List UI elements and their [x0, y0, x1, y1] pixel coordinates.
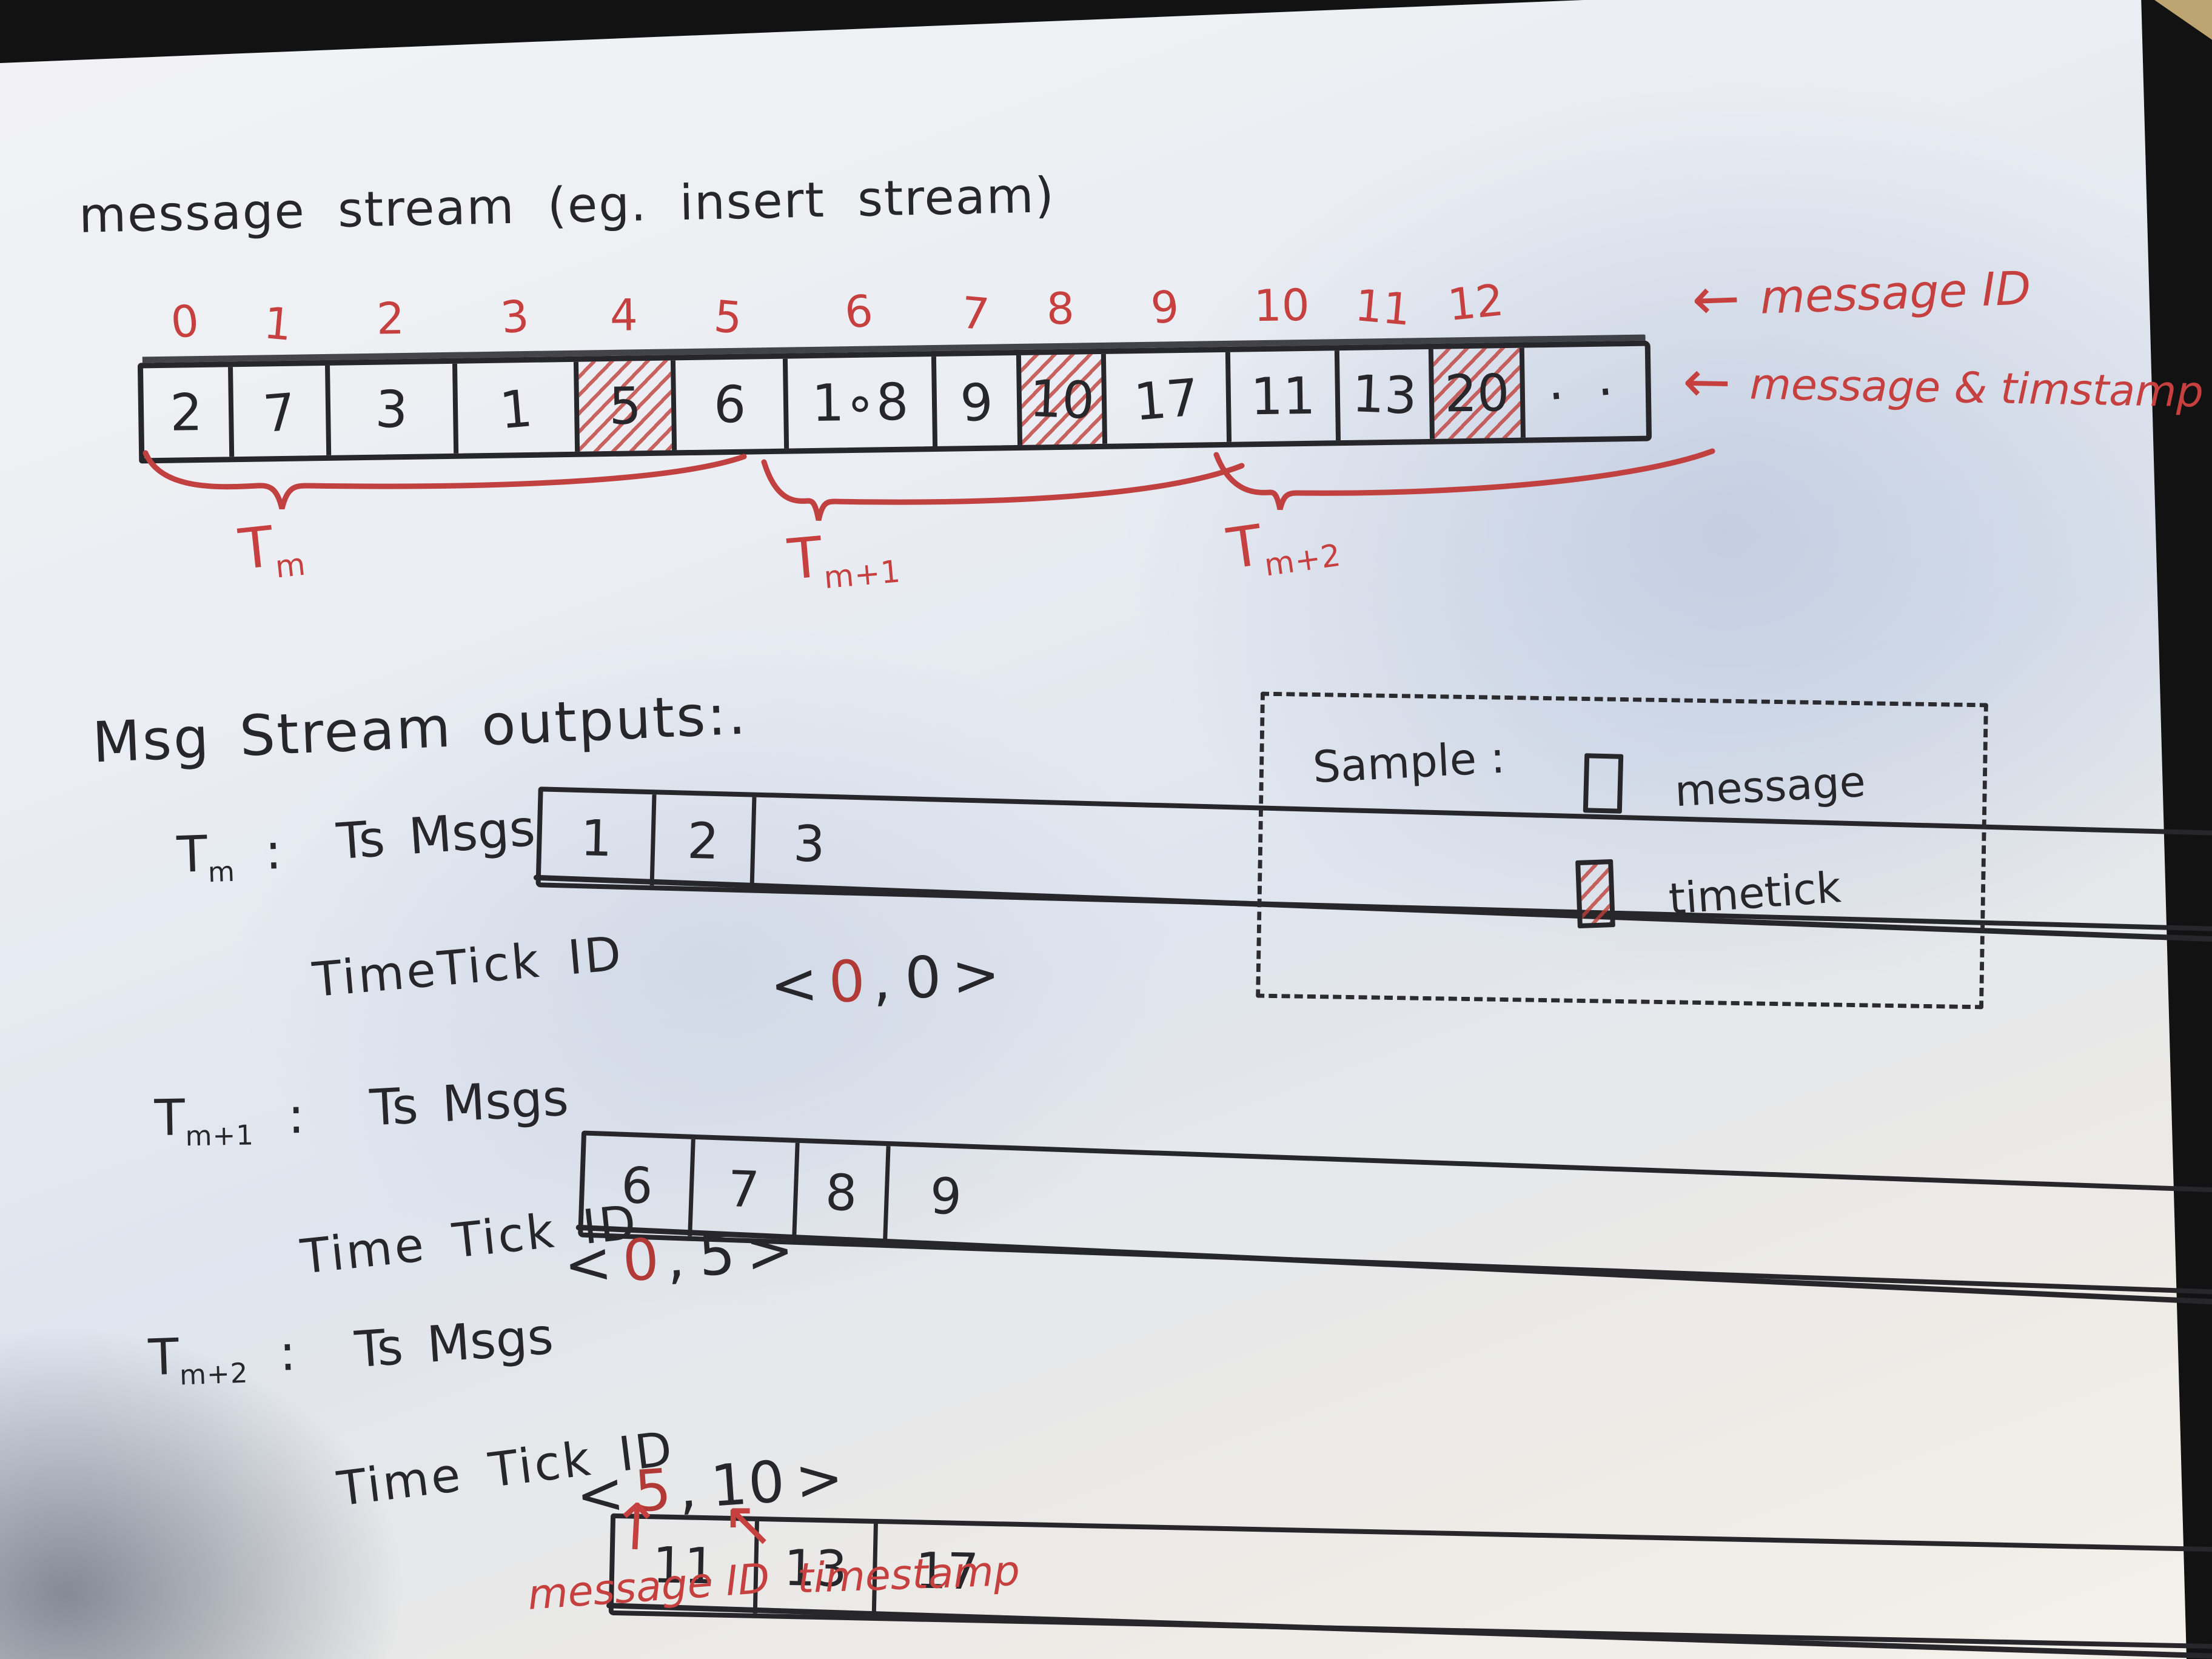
up-left-arrow-icon: ↖ — [722, 1487, 775, 1561]
stream-cell-value: 13 — [1351, 364, 1418, 426]
tuple-close: > — [793, 1444, 847, 1515]
tuple-message-id: 0 — [620, 1226, 663, 1295]
output-cell: 9 — [883, 1145, 1005, 1247]
tuple-close: > — [950, 941, 1003, 1010]
tuple-open: < — [768, 950, 821, 1019]
stream-cell-timetick: 8 10 — [1016, 283, 1103, 446]
brace-tm1-icon — [761, 459, 1245, 521]
up-arrow-icon: ↑ — [607, 1489, 665, 1566]
stream-cell: 7 9 — [931, 287, 1018, 447]
annotation-timestamp: timestamp — [796, 1547, 1021, 1603]
output-cell: 2 — [649, 794, 752, 888]
stream-cell-value: · · — [1546, 361, 1625, 427]
stream-index: 12 — [1445, 274, 1506, 331]
tuple-comma: , — [663, 1224, 688, 1292]
output-row-tm2-label: Tm+2 : — [147, 1324, 297, 1392]
stream-index: 0 — [168, 295, 201, 349]
stream-cell-value: 9 — [958, 371, 996, 434]
stream-index: 4 — [609, 289, 638, 341]
brace-tm-icon — [142, 450, 747, 510]
left-arrow-icon: ← — [1682, 348, 1732, 416]
stream-cell: 2 3 — [325, 293, 454, 455]
stream-cell-timetick: 4 5 — [573, 289, 672, 452]
stream-cell-value: 11 — [1250, 366, 1316, 427]
stream-annotation-message-id: ← message ID — [1691, 255, 2032, 333]
tuple-open: < — [561, 1229, 615, 1299]
stream-cell-value: 1∘8 — [811, 372, 909, 434]
output-cell: 8 — [792, 1142, 886, 1243]
message-timestamp-label: message & timstamp — [1749, 359, 2204, 417]
stream-cell-value: 7 — [261, 381, 299, 444]
stream-index: 8 — [1046, 283, 1075, 335]
output-cell: 3 — [749, 797, 865, 891]
stream-cell: 9 17 — [1101, 280, 1227, 444]
stream-cell: 1 7 — [228, 297, 327, 457]
legend-message-label: message — [1674, 756, 1867, 817]
legend-message-swatch — [1583, 753, 1624, 814]
stream-cell: 11 13 — [1334, 280, 1430, 441]
stream-annotation-message-timestamp: ← message & timstamp — [1682, 349, 2204, 424]
brace-tm2-icon — [1213, 448, 1715, 511]
stream-cell: 0 2 — [143, 295, 229, 458]
timetick-tuple-tm: <0, 0 > — [768, 941, 1002, 1019]
message-id-label: message ID — [1759, 261, 2032, 324]
tuple-close: > — [743, 1216, 797, 1287]
stream-cell: 10 11 — [1225, 280, 1336, 442]
stream-cell-ellipsis: · · — [1519, 346, 1646, 438]
output-row-tm1-label: Tm+1 : — [154, 1087, 305, 1153]
stream-index: 7 — [959, 287, 991, 340]
stream-cell-value: 2 — [169, 382, 203, 443]
output-row-tm-label: Tm : — [176, 823, 283, 889]
tuple-comma: , — [870, 947, 894, 1014]
legend-timetick-swatch — [1575, 859, 1615, 929]
tuple-message-id: 0 — [827, 948, 868, 1016]
stream-index: 2 — [376, 292, 405, 344]
group-label-tm: Tm — [236, 514, 308, 585]
tuple-timestamp: 0 — [903, 944, 945, 1013]
stream-cell-value: 10 — [1028, 368, 1096, 431]
stream-cell-value: 6 — [712, 374, 748, 435]
group-label-tm1: Tm+1 — [785, 525, 902, 596]
stream-cell-value: 17 — [1131, 367, 1202, 432]
stream-index: 5 — [712, 290, 745, 344]
stream-cell-value: 20 — [1444, 363, 1510, 424]
stream-cell: 6 1∘8 — [782, 285, 933, 449]
stream-cell-value: 5 — [608, 376, 642, 436]
output-cell: 1 — [580, 809, 613, 868]
stream-cell: 3 1 — [452, 290, 575, 454]
legend-title: Sample : — [1312, 731, 1507, 793]
stream-cell: 5 6 — [670, 290, 785, 451]
stream-index: 1 — [261, 297, 294, 350]
stream-cell-value: 1 — [497, 378, 535, 441]
tuple-comma: , — [675, 1455, 700, 1523]
output-row-tm1-field: Ts Msgs — [368, 1069, 570, 1138]
stream-index: 11 — [1353, 280, 1413, 335]
left-arrow-icon: ← — [1691, 265, 1741, 333]
stream-cell-value: 3 — [374, 379, 409, 440]
stream-cell-timetick: 12 20 — [1428, 274, 1521, 439]
tuple-timestamp: 5 — [696, 1221, 739, 1290]
stream-index: 10 — [1253, 279, 1310, 332]
